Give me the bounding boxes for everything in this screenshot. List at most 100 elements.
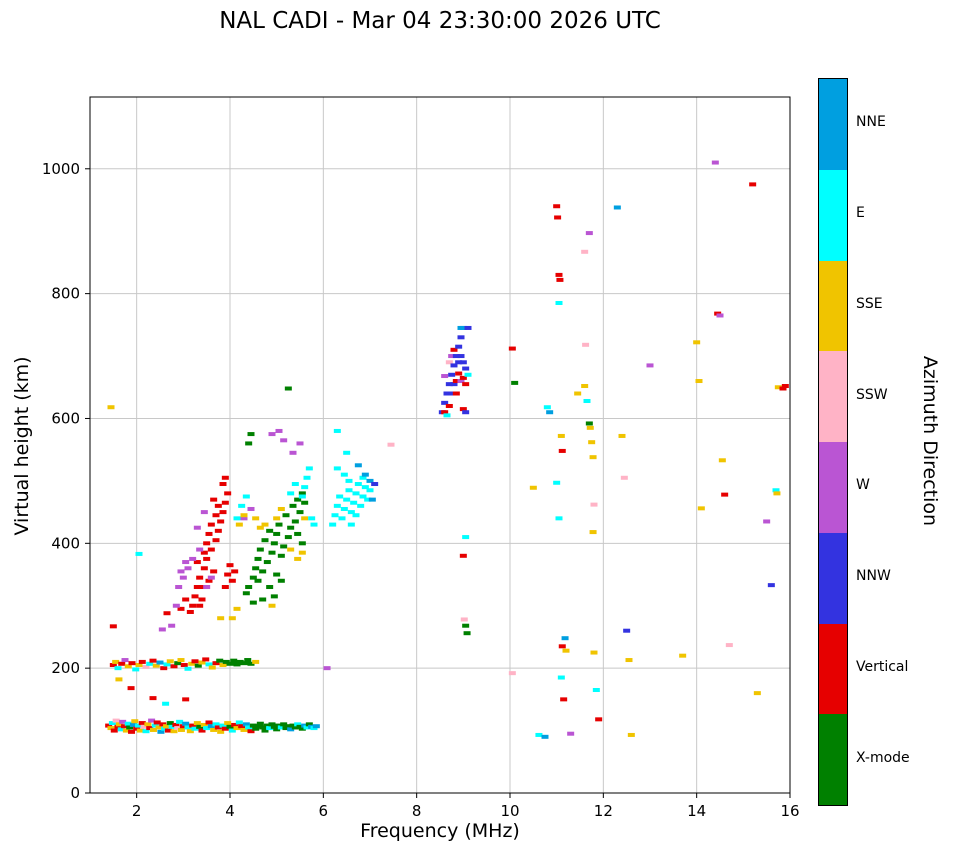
data-point xyxy=(207,522,215,527)
data-point xyxy=(556,277,564,282)
data-point xyxy=(455,360,463,365)
data-point xyxy=(452,354,460,359)
data-point xyxy=(238,724,246,729)
colorbar-label-e: E xyxy=(856,205,865,222)
data-point xyxy=(464,372,472,377)
data-point xyxy=(266,528,274,533)
data-point xyxy=(308,516,316,521)
data-point xyxy=(198,597,206,602)
data-point xyxy=(463,631,471,636)
data-point xyxy=(122,728,130,733)
data-point xyxy=(230,658,238,663)
data-point xyxy=(280,438,288,443)
data-point xyxy=(340,472,348,477)
data-point xyxy=(256,721,264,726)
data-point xyxy=(261,538,269,543)
data-point xyxy=(254,556,262,561)
data-point xyxy=(114,666,122,671)
data-point xyxy=(333,428,341,433)
data-point xyxy=(174,661,182,666)
data-point xyxy=(366,478,374,483)
data-point xyxy=(149,658,157,663)
data-point xyxy=(226,724,234,729)
data-point xyxy=(221,726,229,731)
data-point xyxy=(298,726,306,731)
data-point xyxy=(586,425,594,430)
data-point xyxy=(203,726,211,731)
data-point xyxy=(354,463,362,468)
data-point xyxy=(459,407,467,412)
data-point xyxy=(175,585,183,590)
data-point xyxy=(445,360,453,365)
data-point xyxy=(163,662,171,667)
data-point xyxy=(305,466,313,471)
data-point xyxy=(268,722,276,727)
data-point xyxy=(301,516,309,521)
data-point xyxy=(582,342,590,347)
data-point xyxy=(366,488,374,493)
data-point xyxy=(161,726,169,731)
data-point xyxy=(203,556,211,561)
data-point xyxy=(620,475,628,480)
data-point xyxy=(291,725,299,730)
data-point xyxy=(231,569,239,574)
data-point xyxy=(182,697,190,702)
data-point xyxy=(445,403,453,408)
data-point xyxy=(188,661,196,666)
data-point xyxy=(773,491,781,496)
data-point xyxy=(445,382,453,387)
data-point xyxy=(119,719,127,724)
data-point xyxy=(282,513,290,518)
data-point xyxy=(448,372,456,377)
data-point xyxy=(196,547,204,552)
data-point xyxy=(191,659,199,664)
data-point xyxy=(247,506,255,511)
data-point xyxy=(298,541,306,546)
data-point xyxy=(443,413,451,418)
data-point xyxy=(233,516,241,521)
data-point xyxy=(368,497,376,502)
data-point xyxy=(238,503,246,508)
data-point xyxy=(149,727,157,732)
data-point xyxy=(210,497,218,502)
x-tick-label: 12 xyxy=(594,802,613,820)
data-point xyxy=(350,500,358,505)
data-point xyxy=(194,663,202,668)
data-point xyxy=(233,726,241,731)
data-point xyxy=(441,374,449,379)
x-tick-label: 14 xyxy=(687,802,706,820)
data-point xyxy=(261,522,269,527)
data-point xyxy=(127,686,135,691)
data-point xyxy=(233,662,241,667)
data-point xyxy=(287,491,295,496)
data-point xyxy=(105,723,113,728)
data-point xyxy=(110,728,118,733)
data-point xyxy=(450,382,458,387)
data-point xyxy=(779,386,787,391)
data-point xyxy=(273,727,281,732)
data-point xyxy=(207,547,215,552)
data-point xyxy=(205,662,213,667)
data-point xyxy=(219,510,227,515)
data-point xyxy=(200,722,208,727)
data-point xyxy=(459,375,467,380)
data-point xyxy=(721,492,729,497)
data-point xyxy=(557,433,565,438)
data-point xyxy=(252,566,260,571)
data-point xyxy=(131,719,139,724)
data-point xyxy=(613,205,621,210)
data-point xyxy=(256,525,264,530)
data-point xyxy=(240,661,248,666)
data-point xyxy=(277,506,285,511)
data-point xyxy=(679,653,687,658)
data-point xyxy=(457,354,465,359)
y-tick-label: 600 xyxy=(51,409,80,427)
data-point xyxy=(244,658,252,663)
data-point xyxy=(592,688,600,693)
data-point xyxy=(240,516,248,521)
data-point xyxy=(359,475,367,480)
data-point xyxy=(184,566,192,571)
data-point xyxy=(177,606,185,611)
colorbar xyxy=(818,78,848,806)
data-point xyxy=(459,553,467,558)
